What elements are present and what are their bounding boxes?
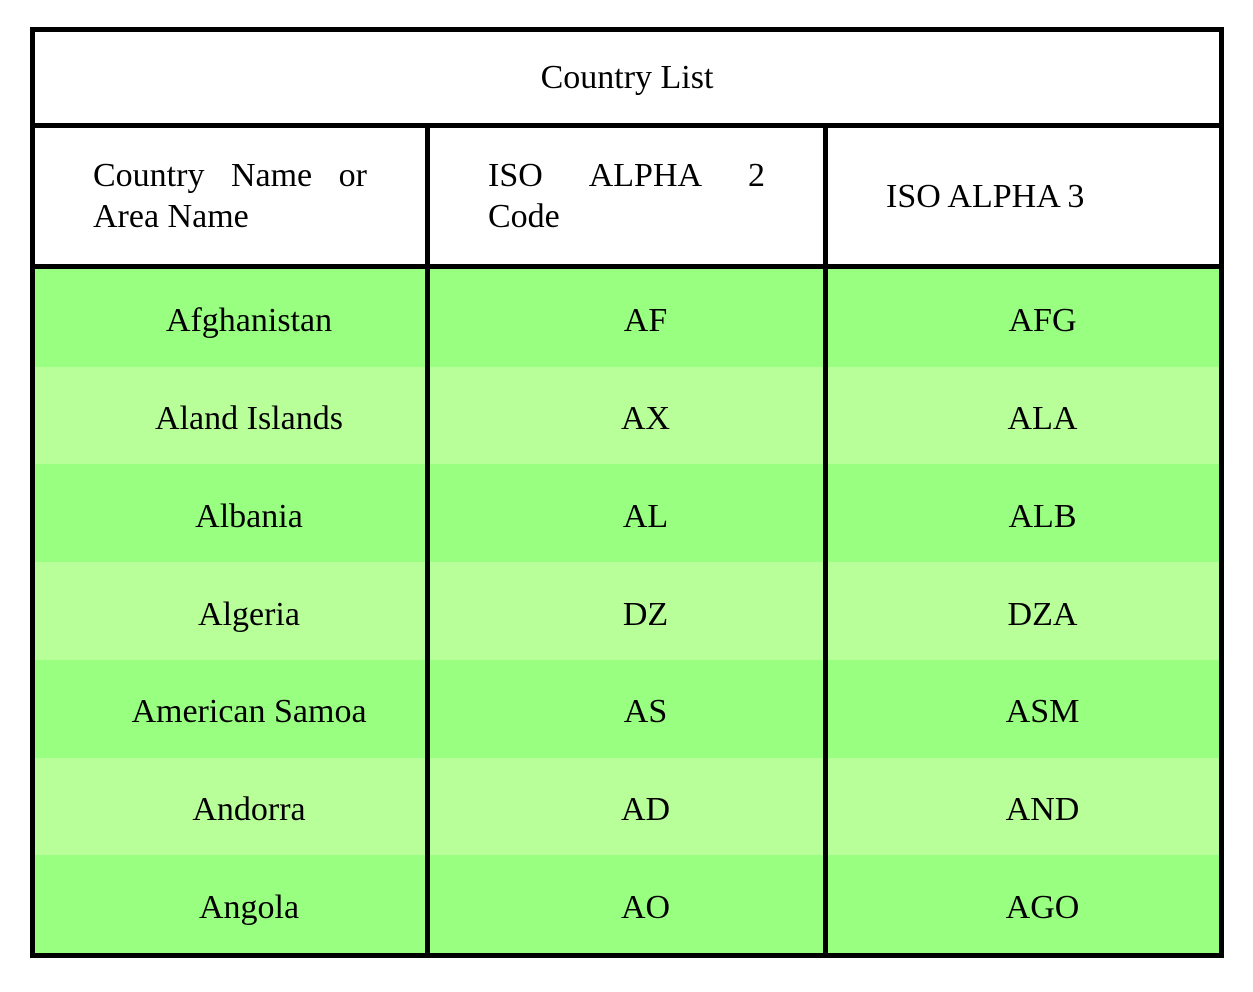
alpha2-code-text: AX [620,400,671,438]
alpha3-code-text: DZA [1007,595,1078,633]
table-body: Afghanistan AF AFG Aland Islands AX ALA … [35,269,1219,954]
table-row: Aland Islands AX ALA [35,366,1219,465]
alpha3-code-text: AGO [1005,888,1080,926]
cell-alpha3-code: AGO [828,855,1219,953]
cell-country-name: Afghanistan [35,269,430,367]
alpha3-code-text: AND [1005,790,1080,828]
table-row: Angola AO AGO [35,855,1219,954]
alpha2-code-text: AL [622,497,669,535]
cell-alpha3-code: AFG [828,269,1219,367]
cell-alpha3-code: ALB [828,464,1219,562]
header-cell-iso-alpha-2: ISO ALPHA 2 Code [430,128,828,264]
cell-alpha2-code: AD [430,757,828,856]
header-country-name-line2: Area Name [93,198,249,235]
cell-alpha2-code: AO [430,855,828,954]
table-row: Andorra AD AND [35,757,1219,856]
alpha2-code-text: AF [623,302,668,340]
cell-country-name: American Samoa [35,659,430,758]
cell-country-name: Aland Islands [35,366,430,465]
header-iso-alpha-3-line1: ISO ALPHA 3 [886,177,1085,215]
country-name-text: Aland Islands [155,400,343,438]
cell-alpha2-code: AS [430,659,828,758]
cell-alpha3-code: ASM [828,660,1219,758]
cell-alpha2-code: AX [430,366,828,465]
alpha3-code-text: AFG [1008,302,1077,340]
country-list-table: Country List Country Name or Area Name I… [30,27,1224,958]
cell-alpha2-code: AL [430,464,828,563]
header-country-name-line1: Country Name or [93,157,367,194]
table-header-row: Country Name or Area Name ISO ALPHA 2 Co… [35,128,1219,269]
cell-alpha3-code: ALA [828,367,1219,465]
alpha3-code-text: ALB [1008,497,1077,535]
alpha2-code-text: DZ [622,595,669,633]
alpha2-code-text: AD [620,790,671,828]
cell-alpha3-code: DZA [828,562,1219,660]
header-cell-country-name: Country Name or Area Name [35,128,430,264]
alpha2-code-text: AO [620,888,671,926]
table-row: Afghanistan AF AFG [35,269,1219,367]
country-name-text: Afghanistan [165,302,333,340]
country-name-text: Albania [195,497,303,535]
cell-country-name: Andorra [35,757,430,856]
alpha3-code-text: ALA [1007,400,1078,438]
alpha2-code-text: AS [623,693,668,731]
cell-alpha2-code: DZ [430,562,828,660]
table-row: Albania AL ALB [35,464,1219,563]
header-iso-alpha-2-line1: ISO ALPHA 2 [488,157,765,194]
country-name-text: Angola [198,888,300,926]
cell-country-name: Angola [35,855,430,954]
country-name-text: Andorra [192,790,306,828]
alpha3-code-text: ASM [1005,693,1080,731]
header-cell-iso-alpha-3: ISO ALPHA 3 [828,128,1219,264]
cell-alpha2-code: AF [430,269,828,367]
cell-alpha3-code: AND [828,758,1219,856]
table-row: American Samoa AS ASM [35,659,1219,758]
cell-country-name: Albania [35,464,430,563]
table-row: Algeria DZ DZA [35,562,1219,660]
country-name-text: Algeria [198,595,300,633]
cell-country-name: Algeria [35,562,430,660]
header-iso-alpha-2-line2: Code [488,198,560,235]
table-title-row: Country List [35,32,1219,128]
country-name-text: American Samoa [131,693,367,731]
table-title: Country List [540,59,714,96]
